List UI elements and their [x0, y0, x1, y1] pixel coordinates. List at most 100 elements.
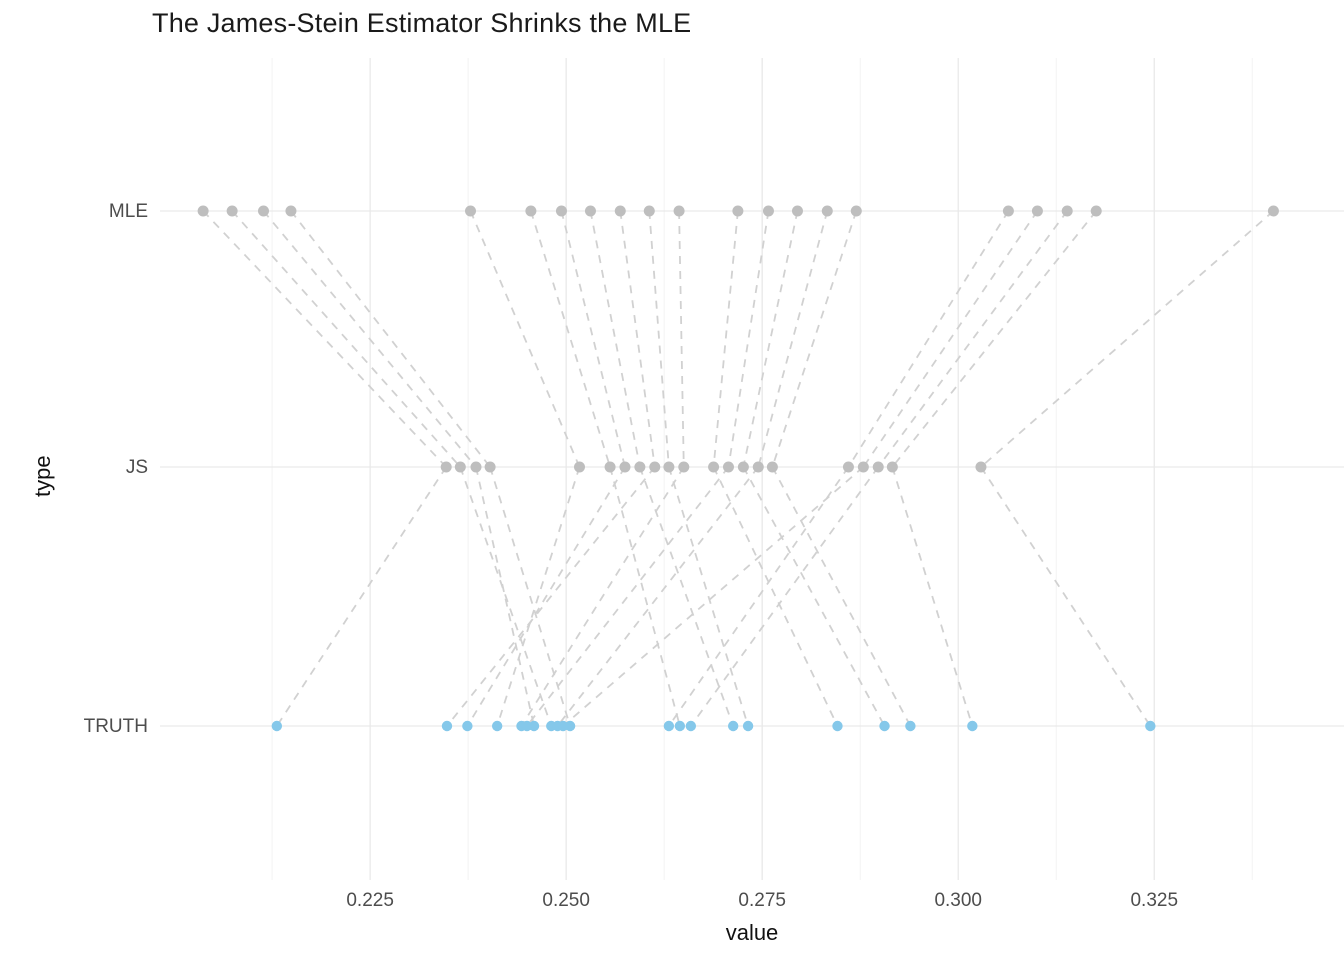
point-js	[678, 461, 690, 473]
point-js	[842, 461, 854, 473]
point-mle	[732, 205, 744, 217]
point-mle	[226, 205, 238, 217]
point-truth	[271, 720, 283, 732]
point-js	[708, 461, 720, 473]
x-axis-title: value	[725, 920, 779, 945]
segment-js-truth	[668, 466, 749, 727]
x-tick-label: 0.275	[738, 890, 786, 911]
point-mle	[584, 205, 596, 217]
point-mle	[1267, 205, 1279, 217]
segment-mle-js	[648, 210, 670, 468]
point-mle	[821, 205, 833, 217]
segment-mle-js	[619, 210, 656, 468]
point-js	[484, 461, 496, 473]
point-truth	[1145, 720, 1156, 732]
point-js	[857, 461, 869, 473]
point-truth	[685, 720, 697, 732]
segment-js-truth	[466, 466, 626, 727]
point-mle	[1002, 205, 1014, 217]
point-mle	[258, 205, 270, 217]
point-truth	[905, 720, 916, 732]
point-mle	[555, 205, 567, 217]
point-truth	[742, 720, 754, 732]
segment-mle-js	[530, 210, 611, 468]
point-js	[454, 461, 466, 473]
point-mle	[673, 205, 685, 217]
point-mle	[285, 205, 297, 217]
point-truth	[663, 720, 675, 732]
point-mle	[525, 205, 537, 217]
segment-js-truth	[891, 466, 974, 727]
y-tick-label: MLE	[109, 201, 148, 222]
point-mle	[791, 205, 803, 217]
segment-js-truth	[446, 466, 656, 727]
point-js	[872, 461, 884, 473]
segment-js-truth	[459, 466, 553, 727]
segment-js-truth	[526, 466, 730, 727]
point-mle	[1031, 205, 1043, 217]
segment-mle-js	[290, 210, 491, 468]
segment-mle-js	[891, 210, 1097, 468]
point-truth	[462, 720, 473, 732]
point-js	[634, 461, 646, 473]
point-js	[440, 461, 452, 473]
point-truth	[727, 720, 739, 732]
point-js	[573, 461, 585, 473]
segment-mle-js	[469, 210, 581, 468]
point-truth	[491, 720, 503, 732]
segment-mle-js	[980, 210, 1275, 468]
segment-js-truth	[639, 466, 735, 727]
point-truth	[557, 720, 569, 732]
point-truth	[879, 720, 890, 732]
point-mle	[1090, 205, 1102, 217]
point-js	[766, 461, 778, 473]
point-js	[663, 461, 675, 473]
segment-js-truth	[690, 466, 879, 727]
x-tick-label: 0.325	[1130, 890, 1178, 911]
y-axis-title: type	[30, 455, 55, 497]
segment-mle-js	[727, 210, 770, 468]
segment-js-truth	[980, 466, 1152, 727]
segment-js-truth	[742, 466, 886, 727]
chart-title: The James-Stein Estimator Shrinks the ML…	[152, 8, 692, 38]
segment-mle-js	[262, 210, 477, 468]
segment-mle-js	[742, 210, 799, 468]
x-tick-label: 0.225	[346, 890, 394, 911]
x-tick-label: 0.300	[934, 890, 982, 911]
point-truth	[521, 720, 533, 732]
segment-js-truth	[496, 466, 581, 727]
y-tick-label: JS	[126, 457, 148, 478]
point-js	[975, 461, 987, 473]
segment-mle-js	[862, 210, 1039, 468]
point-mle	[1061, 205, 1073, 217]
point-mle	[643, 205, 655, 217]
point-truth	[674, 720, 686, 732]
segment-js-truth	[489, 466, 571, 727]
point-truth	[441, 720, 453, 732]
x-tick-label: 0.250	[542, 890, 590, 911]
segment-js-truth	[520, 466, 685, 727]
point-js	[722, 461, 734, 473]
segment-mle-js	[771, 210, 858, 468]
segment-mle-js	[877, 210, 1068, 468]
segment-mle-js	[231, 210, 461, 468]
segment-mle-js	[560, 210, 626, 468]
segment-mle-js	[847, 210, 1010, 468]
point-truth	[967, 720, 978, 732]
segment-mle-js	[589, 210, 641, 468]
segment-mle-js	[757, 210, 829, 468]
segment-js-truth	[668, 466, 850, 727]
segment-js-truth	[562, 466, 864, 727]
point-mle	[614, 205, 626, 217]
point-js	[737, 461, 749, 473]
point-js	[752, 461, 764, 473]
point-js	[604, 461, 616, 473]
point-mle	[465, 205, 477, 217]
segment-mle-js	[202, 210, 447, 468]
segment-mle-js	[712, 210, 739, 468]
point-mle	[762, 205, 774, 217]
point-js	[649, 461, 661, 473]
segment-mle-js	[678, 210, 685, 468]
